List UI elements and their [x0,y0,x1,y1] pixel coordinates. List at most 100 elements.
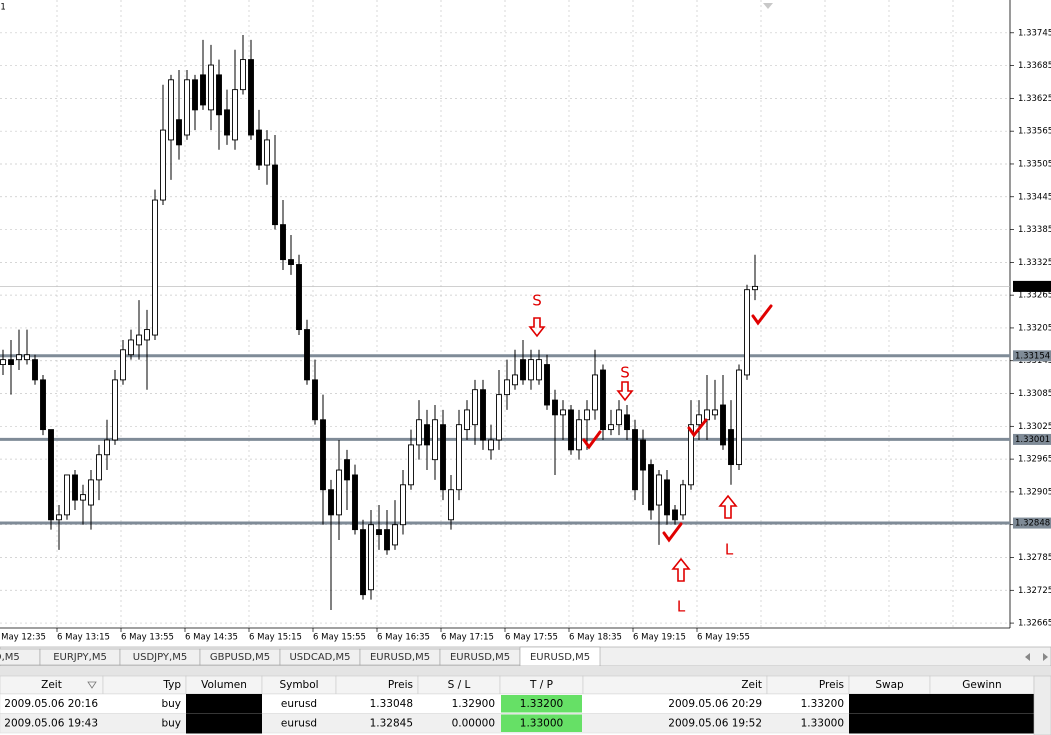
y-tick-label: 1.33505 [1018,159,1051,169]
column-header[interactable]: S / L [448,679,471,691]
sort-indicator[interactable] [87,681,97,689]
candle-body [72,474,78,501]
take-profit-cell [501,714,582,732]
candle-body [440,424,446,491]
buy-arrow [718,494,738,519]
column-header[interactable]: Zeit [741,679,762,691]
x-tick-label: 6 May 12:35 [0,633,46,643]
y-tick-label: 1.33085 [1018,389,1051,399]
candle-body [272,164,278,226]
scroll-marker [763,3,773,9]
candle-body [144,329,150,341]
bid-label: 1.33281 [1015,282,1050,292]
checkmark [687,418,708,438]
table-cell: 1.33200 [520,698,563,710]
candle-body [176,119,182,146]
column-header[interactable]: Zeit [41,679,62,691]
candle-body [592,374,598,411]
candle-body [720,404,726,446]
candle-body [128,339,134,356]
candle-body [624,414,630,431]
redacted-cell [930,694,1034,714]
annotation-text: S [532,292,542,310]
tab-label[interactable]: USDCAD,M5 [289,652,350,663]
x-tick-label: 6 May 13:55 [121,633,174,643]
column-header[interactable]: Preis [819,679,844,691]
candle-body [80,494,86,501]
column-header[interactable]: Typ [162,679,181,691]
sell-arrow [616,381,634,402]
candle-body [336,469,342,516]
scrollbar[interactable] [1033,675,1051,735]
tab-label[interactable]: USDJPY,M5 [133,652,187,663]
tab-label[interactable]: EURUSD,M5 [530,652,590,663]
tab-label[interactable]: GBPUSD,M5 [210,652,270,663]
y-tick-label: 1.33205 [1018,323,1051,333]
annotations: S S L L [532,292,734,616]
checkmark [662,522,683,543]
table-cell: 1.33048 [370,698,413,710]
column-header[interactable]: T / P [529,679,553,691]
y-tick-label: 1.32725 [1018,586,1051,596]
level-label: 1.33001 [1015,435,1050,445]
tab-scroll-right[interactable] [1043,653,1048,661]
tab-label[interactable]: EURUSD,M5 [370,652,430,663]
x-tick-label: 6 May 15:15 [249,633,302,643]
candle-body [560,409,566,416]
checkmark [582,430,602,450]
candle-body [392,524,398,546]
y-tick-label: 1.33325 [1018,258,1051,268]
x-tick-label: 6 May 18:35 [569,633,622,643]
table-cell: 2009.05.06 20:29 [668,698,762,710]
candle-body [648,464,654,511]
redacted-cell [186,694,262,714]
candle-body [32,359,38,381]
redacted-cell [930,713,1034,734]
tab-label[interactable]: USD,M5 [0,652,20,663]
column-header[interactable]: Preis [388,679,413,691]
column-header[interactable]: Symbol [279,679,318,691]
candle-body [0,359,6,366]
table-cell: 1.33200 [801,698,844,710]
tab-label[interactable]: EURUSD,M5 [450,652,510,663]
candle-body [472,389,478,426]
tab-scroll-left[interactable] [1025,653,1030,661]
chart: 6 May 12:35 6 May 13:15 6 May 13:55 6 May 1… [0,0,1051,643]
candle-body [432,419,438,461]
redacted-cell [849,694,931,714]
candle-body [40,379,46,431]
x-tick-label: 6 May 17:15 [441,633,494,643]
level-label-box [1013,433,1051,445]
candle-body [376,529,382,535]
candle-body [256,129,262,166]
column-header[interactable]: Volumen [201,679,247,691]
tab-label[interactable]: EURJPY,M5 [53,652,107,663]
y-tick-label: 1.33565 [1018,127,1051,137]
candle-body [544,364,550,406]
column-header[interactable]: Swap [875,679,904,691]
table-cell: 1.33000 [520,717,563,729]
candle-body [368,524,374,591]
candle-body [264,139,270,166]
candle-body [704,409,710,421]
table-cell: 2009.05.06 20:16 [4,698,98,710]
candle-body [192,79,198,111]
table-cell: 1.32845 [370,717,413,729]
y-tick-label: 1.32905 [1018,487,1051,497]
candle-body [216,74,222,116]
orders-table: Zeit Typ Volumen Symbol Preis S / L T / P Zeit P… [0,675,1035,734]
chart-background [0,0,1051,645]
y-tick-label: 1.32665 [1018,619,1051,629]
candle-body [512,374,518,386]
checkmark [751,304,773,326]
candle-body [736,369,742,466]
candle-body [416,419,422,446]
y-tick-label: 1.32965 [1018,455,1051,465]
candle-body [456,424,462,491]
candle-body [576,419,582,451]
y-tick-label: 1.33385 [1018,225,1051,235]
column-header[interactable]: Gewinn [962,679,1001,691]
candle-body [464,409,470,431]
header-cell[interactable] [582,675,768,695]
sell-arrow [528,317,546,338]
